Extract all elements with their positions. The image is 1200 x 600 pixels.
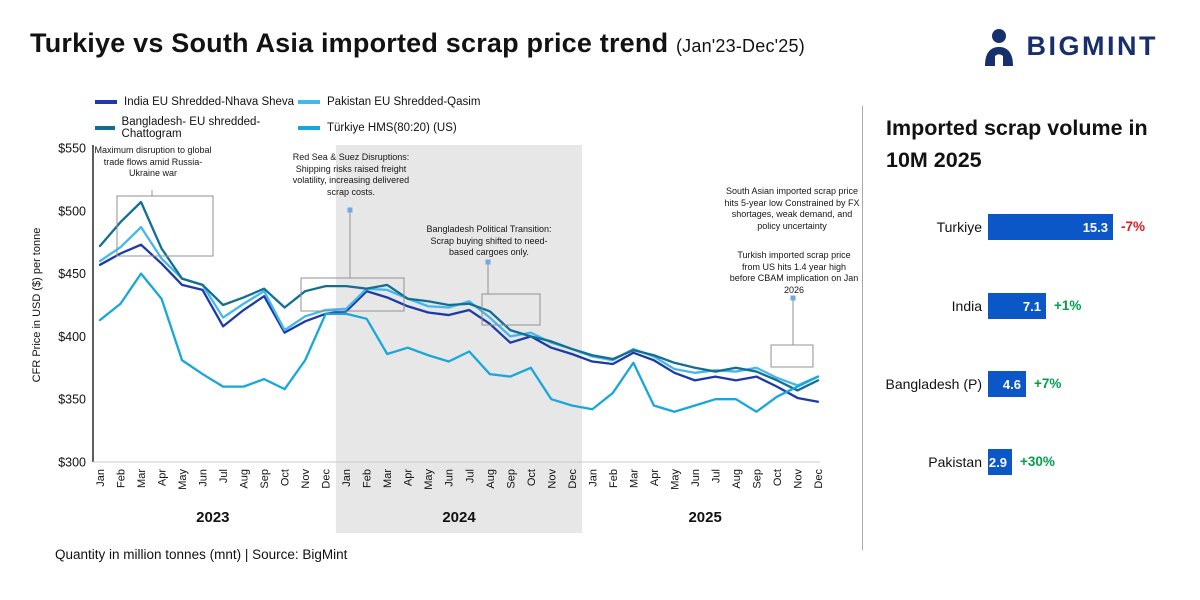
svg-text:Sep: Sep [505,469,517,489]
volume-value: 15.3 [1082,219,1108,235]
svg-text:Nov: Nov [792,469,804,489]
svg-text:Nov: Nov [546,469,558,489]
page-title-text: Turkiye vs South Asia imported scrap pri… [30,28,669,58]
svg-text:Feb: Feb [116,469,128,488]
y-axis-ticks: $300 $350 $400 $450 $500 $550 [58,142,86,470]
svg-text:Dec: Dec [567,469,579,489]
svg-text:Aug: Aug [485,469,497,489]
x-axis-month-labels: Jan Feb Mar Apr May Jun Jul Aug Sep Oct Nov Dec Jan F… [95,469,825,490]
svg-text:$500: $500 [58,204,86,218]
y-axis-title: CFR Price in USD ($) per tonne [31,228,43,383]
legend-swatch-icon [298,100,320,104]
volume-change-badge: +7% [1034,376,1062,391]
svg-text:2023: 2023 [196,509,229,526]
bar-chart-title: Imported scrap volume in 10M 2025 [886,116,1148,173]
annotation-bracket [300,277,405,312]
annotation-marker [347,207,353,213]
svg-text:May: May [423,469,435,490]
svg-text:Oct: Oct [280,469,292,486]
svg-text:May: May [669,469,681,490]
svg-text:$550: $550 [58,142,86,156]
svg-text:Aug: Aug [731,469,743,489]
svg-text:$350: $350 [58,393,86,407]
svg-text:May: May [177,469,189,490]
bigmint-logo-icon [984,29,1013,66]
svg-text:Jan: Jan [95,469,107,487]
volume-bar: 15.3 [988,214,1113,240]
svg-text:Jun: Jun [690,469,702,487]
svg-text:Dec: Dec [321,469,333,489]
series-line-3 [98,200,820,392]
volume-change-badge: +30% [1020,454,1055,469]
svg-text:Jun: Jun [198,469,210,487]
legend-label: Pakistan EU Shredded-Qasim [327,96,481,108]
svg-text:Oct: Oct [772,469,784,486]
volume-value: 4.6 [1002,376,1021,392]
svg-text:Feb: Feb [362,469,374,488]
annotation-marker [790,295,796,301]
volume-category-label: Turkiye [936,219,982,235]
volume-change-badge: +1% [1054,298,1082,313]
svg-text:Apr: Apr [649,469,661,486]
panel-divider [862,106,863,550]
svg-text:Apr: Apr [403,469,415,486]
volume-category-label: Pakistan [928,454,982,470]
svg-text:Jan: Jan [341,469,353,487]
legend-item-3: Bangladesh- EU shredded-Chattogram [95,116,298,140]
svg-text:2024: 2024 [442,509,476,526]
annotation-bracket [770,344,814,368]
svg-text:Jul: Jul [710,469,722,483]
svg-text:Feb: Feb [608,469,620,488]
chart-legend: India EU Shredded-Nhava Sheva Pakistan EU… [95,96,480,140]
volume-value: 7.1 [1022,298,1041,314]
svg-text:$400: $400 [58,330,86,344]
svg-text:Jul: Jul [218,469,230,483]
volume-bar: 4.6 [988,371,1026,397]
svg-text:Jul: Jul [464,469,476,483]
svg-text:Dec: Dec [813,469,825,489]
source-note: Quantity in million tonnes (mnt) | Sourc… [55,547,348,562]
price-trend-chart: $300 $350 $400 $450 $500 $550 CFR Price in USD… [31,142,825,533]
annotation-bracket [481,293,541,326]
svg-text:Apr: Apr [157,469,169,486]
svg-text:2025: 2025 [688,509,721,526]
brand-name: BIGMINT [1026,30,1158,61]
annotation-bracket [116,195,214,257]
legend-label: Türkiye HMS(80:20) (US) [327,122,457,134]
brand-logo: BIGMINT [981,26,1159,66]
series-line-1 [98,243,820,403]
svg-text:$300: $300 [58,456,86,470]
legend-item-1: India EU Shredded-Nhava Sheva [95,96,298,108]
svg-text:Sep: Sep [751,469,763,489]
volume-change-badge: -7% [1121,219,1146,234]
legend-swatch-icon [95,126,115,130]
svg-text:Sep: Sep [259,469,271,489]
legend-item-2: Pakistan EU Shredded-Qasim [298,96,480,108]
svg-text:Nov: Nov [300,469,312,489]
svg-text:Mar: Mar [628,469,640,488]
legend-swatch-icon [95,100,117,104]
svg-text:$450: $450 [58,267,86,281]
page-title-subtitle: (Jan'23-Dec'25) [675,36,805,56]
svg-text:Oct: Oct [526,469,538,486]
volume-value: 2.9 [988,454,1007,470]
svg-text:Mar: Mar [136,469,148,488]
legend-label: Bangladesh- EU shredded-Chattogram [121,116,261,140]
legend-item-4: Türkiye HMS(80:20) (US) [298,116,480,140]
annotation-marker [485,259,491,265]
svg-text:Aug: Aug [239,469,251,489]
legend-label: India EU Shredded-Nhava Sheva [124,96,295,108]
svg-text:Mar: Mar [382,469,394,488]
svg-text:Jan: Jan [587,469,599,487]
series-line-4 [98,272,820,413]
svg-text:Jun: Jun [444,469,456,487]
legend-swatch-icon [298,126,320,130]
volume-category-label: India [951,298,982,314]
volume-bar: 2.9 [988,449,1012,475]
volume-bar: 7.1 [988,293,1046,319]
x-axis-year-labels: 2023 2024 2025 [196,509,722,526]
page-title: Turkiye vs South Asia imported scrap pri… [30,28,805,59]
volume-category-label: Bangladesh (P) [885,376,982,392]
